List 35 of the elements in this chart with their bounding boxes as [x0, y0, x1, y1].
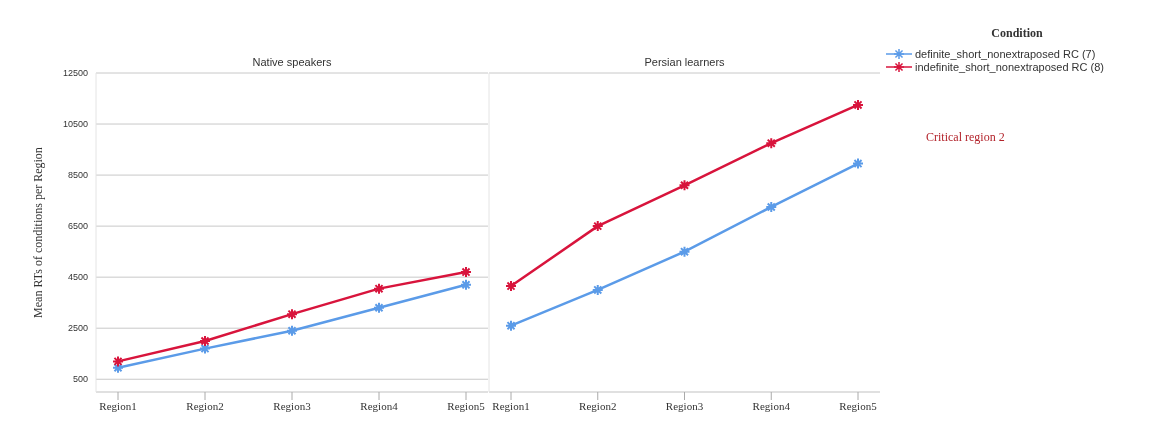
- legend-title: Condition: [990, 26, 1044, 41]
- x-tick-label: Region5: [839, 399, 878, 412]
- point: [852, 157, 864, 170]
- point: [112, 355, 124, 368]
- y-tick-label: 2500: [67, 323, 88, 334]
- y-tick-label: 6500: [67, 221, 88, 232]
- y-tick-label: 10500: [62, 119, 88, 130]
- x-tick-label: Region4: [752, 399, 791, 412]
- point: [373, 301, 385, 314]
- y-axis-title: Mean RTs of conditions per Region: [31, 147, 46, 318]
- chart-title: Persian learners: [643, 56, 726, 68]
- legend-label: definite_short_nonextraposed RC (7): [915, 47, 1096, 60]
- point: [678, 245, 691, 258]
- point: [765, 137, 778, 150]
- chart-title: Native speakers: [251, 56, 333, 68]
- x-tick-label: Region4: [360, 399, 399, 412]
- legend-label: indefinite_short_nonextraposed RC (8): [915, 60, 1104, 73]
- y-tick-label: 8500: [67, 170, 88, 181]
- x-tick-label: Region5: [447, 399, 486, 412]
- point: [286, 308, 298, 321]
- point: [678, 179, 691, 192]
- point: [286, 324, 298, 337]
- x-tick-label: Region2: [579, 399, 617, 412]
- y-tick-label: 4500: [67, 272, 88, 283]
- y-tick-label: 12500: [62, 68, 88, 79]
- point: [373, 282, 385, 295]
- point: [505, 319, 517, 332]
- point: [460, 278, 472, 291]
- x-tick-label: Region3: [665, 399, 704, 412]
- y-tick-label: 500: [72, 374, 88, 385]
- x-tick-label: Region1: [492, 399, 530, 412]
- x-tick-label: Region2: [186, 399, 224, 412]
- x-tick-label: Region1: [99, 399, 137, 412]
- x-tick-label: Region3: [273, 399, 312, 412]
- text: Critical region 2: [926, 130, 1005, 145]
